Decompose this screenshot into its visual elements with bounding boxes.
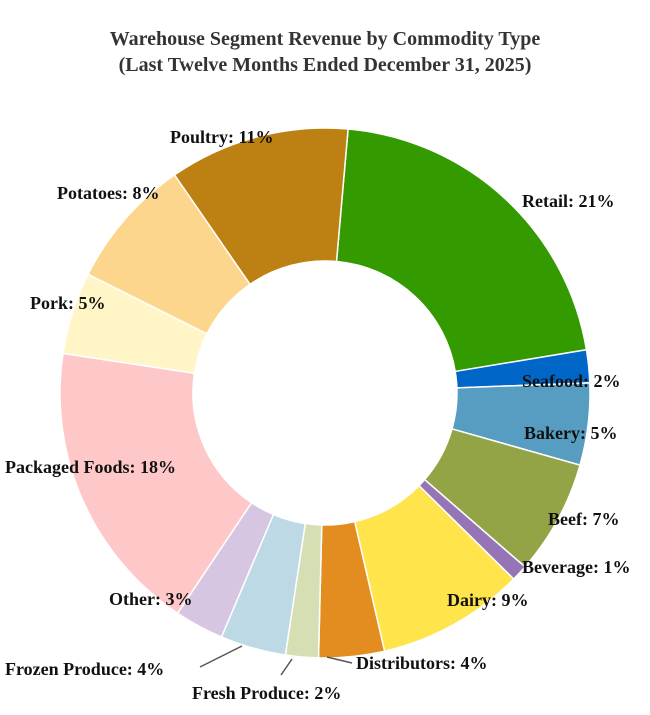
- slice-label: Other: 3%: [109, 589, 192, 609]
- leader-line: [326, 656, 353, 664]
- slice-poultry: [173, 127, 349, 286]
- slices-group: [59, 127, 591, 659]
- chart-subtitle: (Last Twelve Months Ended December 31, 2…: [119, 54, 532, 76]
- slice-label: Distributors: 4%: [356, 653, 488, 673]
- leader-lines-group: [199, 645, 353, 676]
- chart-title: Warehouse Segment Revenue by Commodity T…: [110, 28, 541, 50]
- slice-label: Bakery: 5%: [524, 423, 618, 443]
- slice-label: Dairy: 9%: [447, 590, 528, 610]
- leader-line: [199, 645, 243, 668]
- slice-label: Beef: 7%: [548, 509, 619, 529]
- slice-label: Fresh Produce: 2%: [192, 683, 341, 703]
- slice-retail: [335, 128, 588, 373]
- slice-label: Frozen Produce: 4%: [5, 659, 164, 679]
- leader-line: [280, 658, 293, 676]
- slice-label: Pork: 5%: [30, 293, 106, 313]
- slice-label: Potatoes: 8%: [57, 183, 159, 203]
- slice-label: Seafood: 2%: [522, 371, 621, 391]
- slice-label: Beverage: 1%: [522, 557, 630, 577]
- slice-label: Packaged Foods: 18%: [5, 457, 176, 477]
- slice-label: Retail: 21%: [522, 191, 614, 211]
- slice-label: Poultry: 11%: [170, 127, 274, 147]
- slice-labels-group: Retail: 21% Seafood: 2% Bakery: 5% Beef: 7%…: [5, 127, 630, 703]
- slice-packaged-foods: [59, 352, 253, 615]
